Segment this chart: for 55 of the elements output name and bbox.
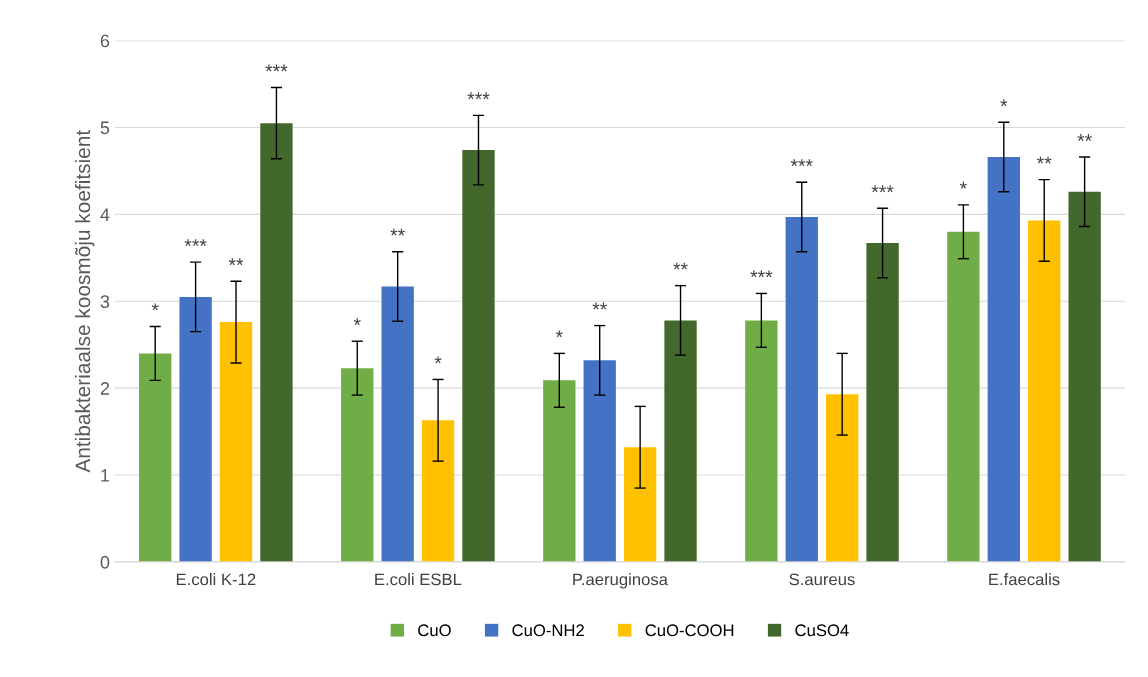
data-label: * xyxy=(353,318,361,326)
y-tick-label: 6 xyxy=(100,34,110,48)
bar xyxy=(947,231,980,562)
bar xyxy=(381,286,414,562)
bar xyxy=(219,322,253,562)
data-label: *** xyxy=(184,239,207,247)
x-tick-label: P.aeruginosa xyxy=(573,573,668,589)
data-label: ** xyxy=(390,228,405,236)
bar xyxy=(664,320,697,562)
x-tick-label: S.aureus xyxy=(789,573,855,586)
data-label: * xyxy=(434,356,442,364)
bar xyxy=(421,420,455,562)
bar xyxy=(745,320,778,562)
bar xyxy=(583,360,616,562)
y-tick-label: 3 xyxy=(100,295,110,308)
x-tick-label: E.coli ESBL xyxy=(375,573,462,586)
bar xyxy=(866,243,899,562)
data-label: ** xyxy=(1077,134,1092,141)
bar xyxy=(543,380,576,562)
data-label: *** xyxy=(265,64,288,72)
x-tick-label: E.faecalis xyxy=(989,573,1060,586)
data-label: *** xyxy=(871,185,894,193)
data-label: ** xyxy=(673,262,688,270)
bar xyxy=(260,123,293,562)
bar xyxy=(462,150,495,562)
bar xyxy=(139,353,172,562)
bar xyxy=(826,394,859,562)
legend-label: CuSO4 xyxy=(795,624,849,637)
y-tick-label: 4 xyxy=(100,208,110,221)
data-label: * xyxy=(1000,99,1008,107)
data-label: * xyxy=(151,303,159,311)
data-label: ** xyxy=(228,258,244,266)
y-tick-label: 2 xyxy=(100,382,110,395)
y-tick-label: 0 xyxy=(100,555,110,569)
legend-label: CuO xyxy=(418,624,451,637)
x-tick-label: E.coli K-12 xyxy=(176,573,256,586)
data-label: *** xyxy=(790,159,813,167)
y-tick-label: 5 xyxy=(100,121,110,135)
y-tick-label: 1 xyxy=(101,469,110,482)
y-axis-title: Antibakteriaalse koosmõju koefitsient xyxy=(74,130,95,473)
legend-label: CuO-NH2 xyxy=(512,624,584,637)
bar xyxy=(987,157,1020,562)
data-label: *** xyxy=(467,92,490,100)
bar xyxy=(623,447,657,562)
data-label: * xyxy=(555,330,563,338)
data-label: ** xyxy=(1036,156,1052,164)
bar xyxy=(1028,220,1061,562)
data-label: * xyxy=(959,181,967,189)
bar xyxy=(179,296,212,562)
data-label: ** xyxy=(592,302,607,310)
data-label: *** xyxy=(750,270,773,278)
bar xyxy=(1068,191,1101,562)
legend-label: CuO-COOH xyxy=(645,624,734,637)
bar xyxy=(785,216,818,562)
bar xyxy=(341,368,374,562)
